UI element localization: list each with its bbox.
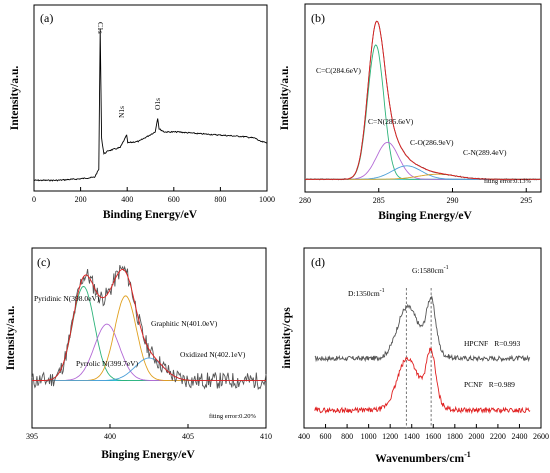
x-tick-label: 295	[520, 196, 532, 205]
x-tick-label: 2600	[533, 432, 549, 441]
raman-series-hpcnf	[314, 295, 531, 363]
x-tick-label: 0	[32, 195, 36, 204]
fit-envelope-line	[32, 269, 266, 382]
panel-d-ticks: 400 600 800 1000 1200 1400 1600 1800 2000 2200 240…	[298, 424, 549, 441]
x-tick-label: 290	[447, 196, 459, 205]
panel-b-ylabel: Intensity/a.u.	[279, 66, 291, 131]
component-peak-2	[32, 295, 266, 382]
x-tick-label: 395	[26, 432, 38, 441]
x-tick-label: 1000	[259, 195, 275, 204]
panel-a-ticks: 0 200 400 600 800 1000	[32, 187, 275, 204]
fit-envelope-line	[305, 20, 541, 180]
label-c-eq-n: C=N(285.6eV)	[368, 117, 414, 126]
x-tick-label: 800	[214, 195, 226, 204]
raw-data-line	[31, 264, 267, 391]
panel-c-frame	[31, 247, 267, 429]
component-peak-3	[32, 357, 266, 382]
panel-a-label: (a)	[40, 11, 53, 25]
label-pcnf: PCNF R=0.989	[464, 380, 515, 389]
x-tick-label: 400	[104, 432, 116, 441]
panel-c-label: (c)	[37, 255, 50, 269]
label-pyridinic-n: Pyridinic N(398.0eV)	[34, 294, 100, 303]
annotation-o1s: O1s	[153, 98, 162, 110]
x-tick-label: 1800	[447, 432, 463, 441]
panel-b-curves	[304, 20, 542, 181]
label-graphitic-n: Graphitic N(401.0eV)	[151, 319, 218, 328]
panel-d-label: (d)	[311, 255, 325, 269]
x-tick-label: 2000	[468, 432, 484, 441]
x-tick-label: 400	[121, 195, 133, 204]
panel-a: (a) 0 200 400 600 800 1000 C1s N1s O1s Bindin…	[9, 4, 275, 221]
panel-d-ylabel: intensity/cps	[281, 307, 293, 369]
label-oxidized-n: Oxidized N(402.1eV)	[180, 350, 246, 359]
label-hpcnf: HPCNF R=0.993	[464, 339, 521, 348]
panel-d: (d) 400 600 800 1000 1200 1400 1600 1800 2000 220…	[281, 247, 549, 465]
panel-b-xlabel: Binging Energy/eV	[378, 210, 472, 222]
x-tick-label: 280	[299, 196, 311, 205]
x-tick-label: 1000	[361, 432, 377, 441]
panel-a-xlabel: Binding Energy/eV	[103, 209, 198, 221]
x-tick-label: 1600	[425, 432, 441, 441]
panel-a-frame	[33, 4, 268, 192]
annotation-c1s: C1s	[96, 22, 105, 34]
x-tick-label: 400	[298, 432, 310, 441]
panel-b-frame	[304, 3, 542, 193]
label-c-eq-c: C=C(284.6eV)	[316, 66, 361, 75]
panel-c: (c) 395 400 405 410 Pyridinic N(398.0eV) Py…	[5, 247, 272, 461]
x-tick-label: 800	[341, 432, 353, 441]
panel-d-frame	[303, 247, 542, 429]
panel-c-ylabel: Intensity/a.u.	[5, 306, 17, 371]
panel-c-fit-note: fiting error:0.20%	[209, 413, 257, 420]
x-tick-label: 410	[260, 432, 272, 441]
raman-series-pcnf	[314, 347, 531, 415]
x-tick-label: 600	[320, 432, 332, 441]
panel-d-xlabel: Wavenumbers/cm-1	[375, 450, 470, 465]
x-tick-label: 405	[182, 432, 194, 441]
panel-b: (b) 280 285 290 295 C=C(284.6eV) C=N(285.6e…	[279, 3, 542, 222]
label-g-band: G:1580cm-1	[412, 265, 449, 275]
panel-c-curves	[31, 264, 267, 391]
x-tick-label: 200	[75, 195, 87, 204]
x-tick-label: 2400	[511, 432, 527, 441]
panel-b-fit-note: fiting error:0.13%	[484, 178, 532, 185]
label-c-n: C-N(289.4eV)	[463, 148, 507, 157]
x-tick-label: 1200	[382, 432, 398, 441]
panel-c-xlabel: Binging Energy/eV	[101, 449, 195, 461]
x-tick-label: 600	[168, 195, 180, 204]
panel-a-spectrum	[33, 28, 267, 182]
annotation-n1s: N1s	[117, 106, 126, 118]
panel-c-ticks: 395 400 405 410	[26, 424, 272, 441]
panel-a-ylabel: Intensity/a.u.	[9, 66, 21, 131]
x-tick-label: 285	[373, 196, 385, 205]
label-pyrrolic-n: Pyrrolic N(399.7eV)	[76, 359, 139, 368]
panel-d-curves	[314, 288, 531, 428]
panel-b-ticks: 280 285 290 295	[299, 188, 532, 205]
label-c-o: C-O(286.9eV)	[410, 138, 454, 147]
panel-b-label: (b)	[311, 11, 325, 25]
x-tick-label: 2200	[490, 432, 506, 441]
x-tick-label: 1400	[404, 432, 420, 441]
label-d-band: D:1350cm-1	[348, 288, 385, 298]
